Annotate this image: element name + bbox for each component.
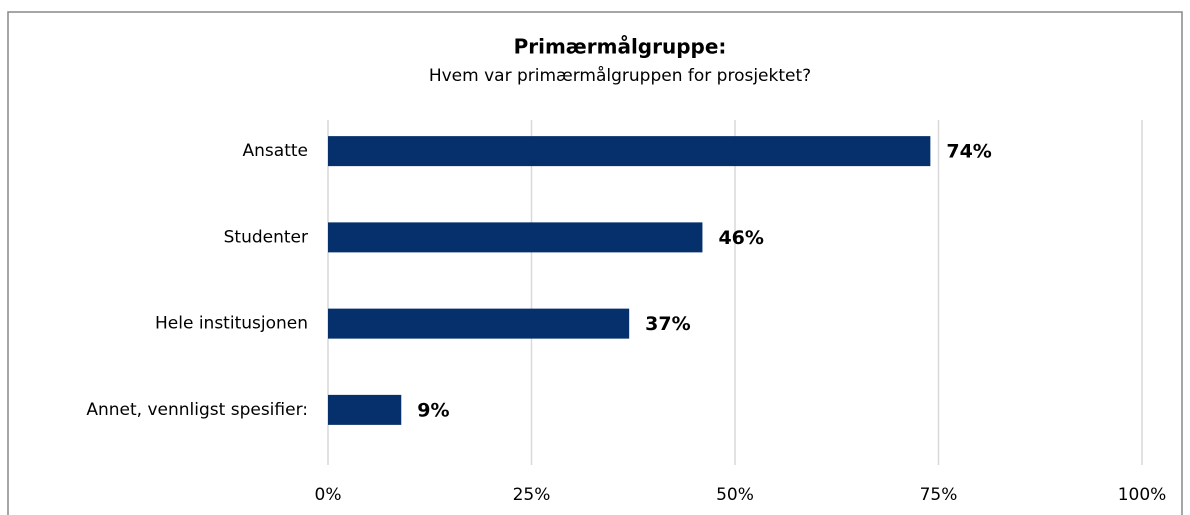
value-label: 46% — [718, 227, 763, 249]
bar — [328, 136, 931, 167]
x-tick-label: 75% — [920, 485, 958, 505]
bar — [328, 222, 703, 253]
y-tick-label: Hele institusjonen — [155, 314, 308, 334]
y-tick-label: Studenter — [224, 227, 308, 247]
chart-subtitle: Hvem var primærmålgruppen for prosjektet… — [429, 65, 811, 86]
y-tick-label: Ansatte — [243, 141, 308, 161]
x-tick-label: 50% — [716, 485, 754, 505]
bar — [328, 394, 402, 425]
value-label: 74% — [946, 141, 991, 163]
chart-frame — [7, 11, 1183, 515]
chart-title: Primærmålgruppe: — [514, 35, 727, 59]
x-tick-label: 100% — [1118, 485, 1167, 505]
bar — [328, 308, 630, 339]
y-tick-label: Annet, vennligst spesifier: — [86, 400, 308, 420]
x-tick-label: 0% — [315, 485, 342, 505]
value-label: 9% — [417, 399, 449, 421]
value-label: 37% — [645, 313, 690, 335]
x-tick-label: 25% — [513, 485, 551, 505]
